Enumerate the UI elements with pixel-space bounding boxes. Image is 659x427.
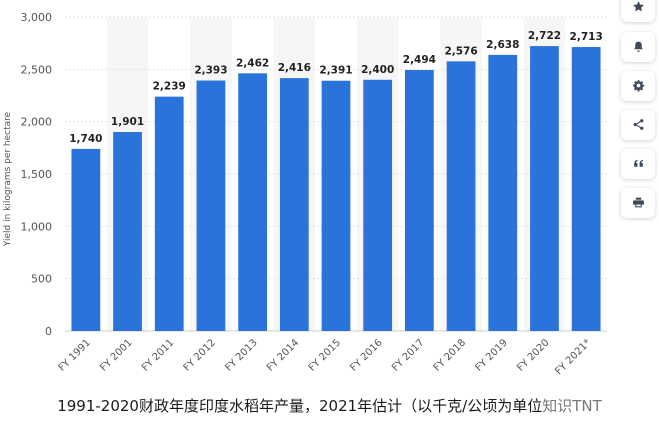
x-tick-label: FY 1991 [57,337,93,373]
data-label: 2,713 [570,31,603,43]
notification-button[interactable] [621,32,655,62]
bar [71,148,101,331]
bar [488,54,518,331]
cite-button[interactable] [621,149,655,179]
y-tick-label: 1,500 [21,168,53,181]
bar [405,69,434,331]
x-tick-label: FY 2001 [98,337,134,373]
data-label: 2,494 [403,54,436,66]
x-tick-label: FY 2013 [223,337,259,373]
bar [196,80,226,331]
x-tick-label: FY 2018 [432,337,468,373]
share-button[interactable] [621,110,655,140]
x-tick-label: FY 2015 [307,337,343,373]
watermark-text: 知识TNT [542,397,602,415]
data-label: 2,391 [319,65,352,77]
bar [571,47,601,331]
x-tick-label: FY 2020 [515,337,551,373]
chart-area: 0 500 1,000 1,500 2,000 2,500 3,000 1,740 FY 199… [3,11,607,377]
x-tick-label: FY 2012 [182,337,218,373]
x-tick-label: FY 2019 [473,337,509,373]
y-axis-title: Yield in kilograms per hectare [3,111,13,247]
bar-chart: 0 500 1,000 1,500 2,000 2,500 3,000 1,740 FY 199… [3,11,607,377]
data-label: 2,462 [236,57,269,69]
settings-button[interactable] [621,71,655,101]
y-tick-label: 0 [45,325,52,338]
print-icon [632,194,645,213]
share-icon [632,116,645,135]
data-label: 2,576 [444,45,477,57]
bar [238,73,267,331]
x-tick-label: FY 2014 [265,337,301,373]
data-label: 2,416 [278,62,311,74]
data-label: 2,722 [528,30,561,42]
data-label: 2,400 [361,64,394,76]
bar [530,46,559,332]
star-icon [632,0,645,17]
data-label: 1,901 [111,116,144,128]
caption-text: 1991-2020财政年度印度水稻年产量，2021年估计（以千克/公顷为单位 [57,397,543,415]
bar [321,80,351,331]
bell-icon [632,38,645,57]
chart-caption: 1991-2020财政年度印度水稻年产量，2021年估计（以千克/公顷为单位 知识… [0,384,659,427]
print-button[interactable] [621,188,655,218]
favorite-button[interactable] [621,0,655,22]
x-tick-label: FY 2011 [140,337,176,373]
bar [279,78,309,331]
x-tick-label: FY 2016 [348,337,384,373]
bar [113,132,142,331]
y-tick-label: 500 [31,273,52,286]
x-tick-label: FY 2021* [553,337,593,377]
x-tick-label: FY 2017 [390,337,426,373]
side-toolbar [618,0,659,300]
y-tick-label: 3,000 [21,11,53,24]
y-tick-label: 1,000 [21,220,53,233]
bar [446,61,476,332]
bar [154,96,184,331]
data-label: 2,393 [194,65,227,77]
quote-icon [632,155,645,174]
gear-icon [632,77,645,96]
data-label: 2,638 [486,39,519,51]
y-tick-label: 2,000 [21,116,53,129]
y-tick-label: 2,500 [21,63,53,76]
bar [363,79,393,331]
data-label: 2,239 [153,81,186,93]
data-label: 1,740 [69,133,102,145]
